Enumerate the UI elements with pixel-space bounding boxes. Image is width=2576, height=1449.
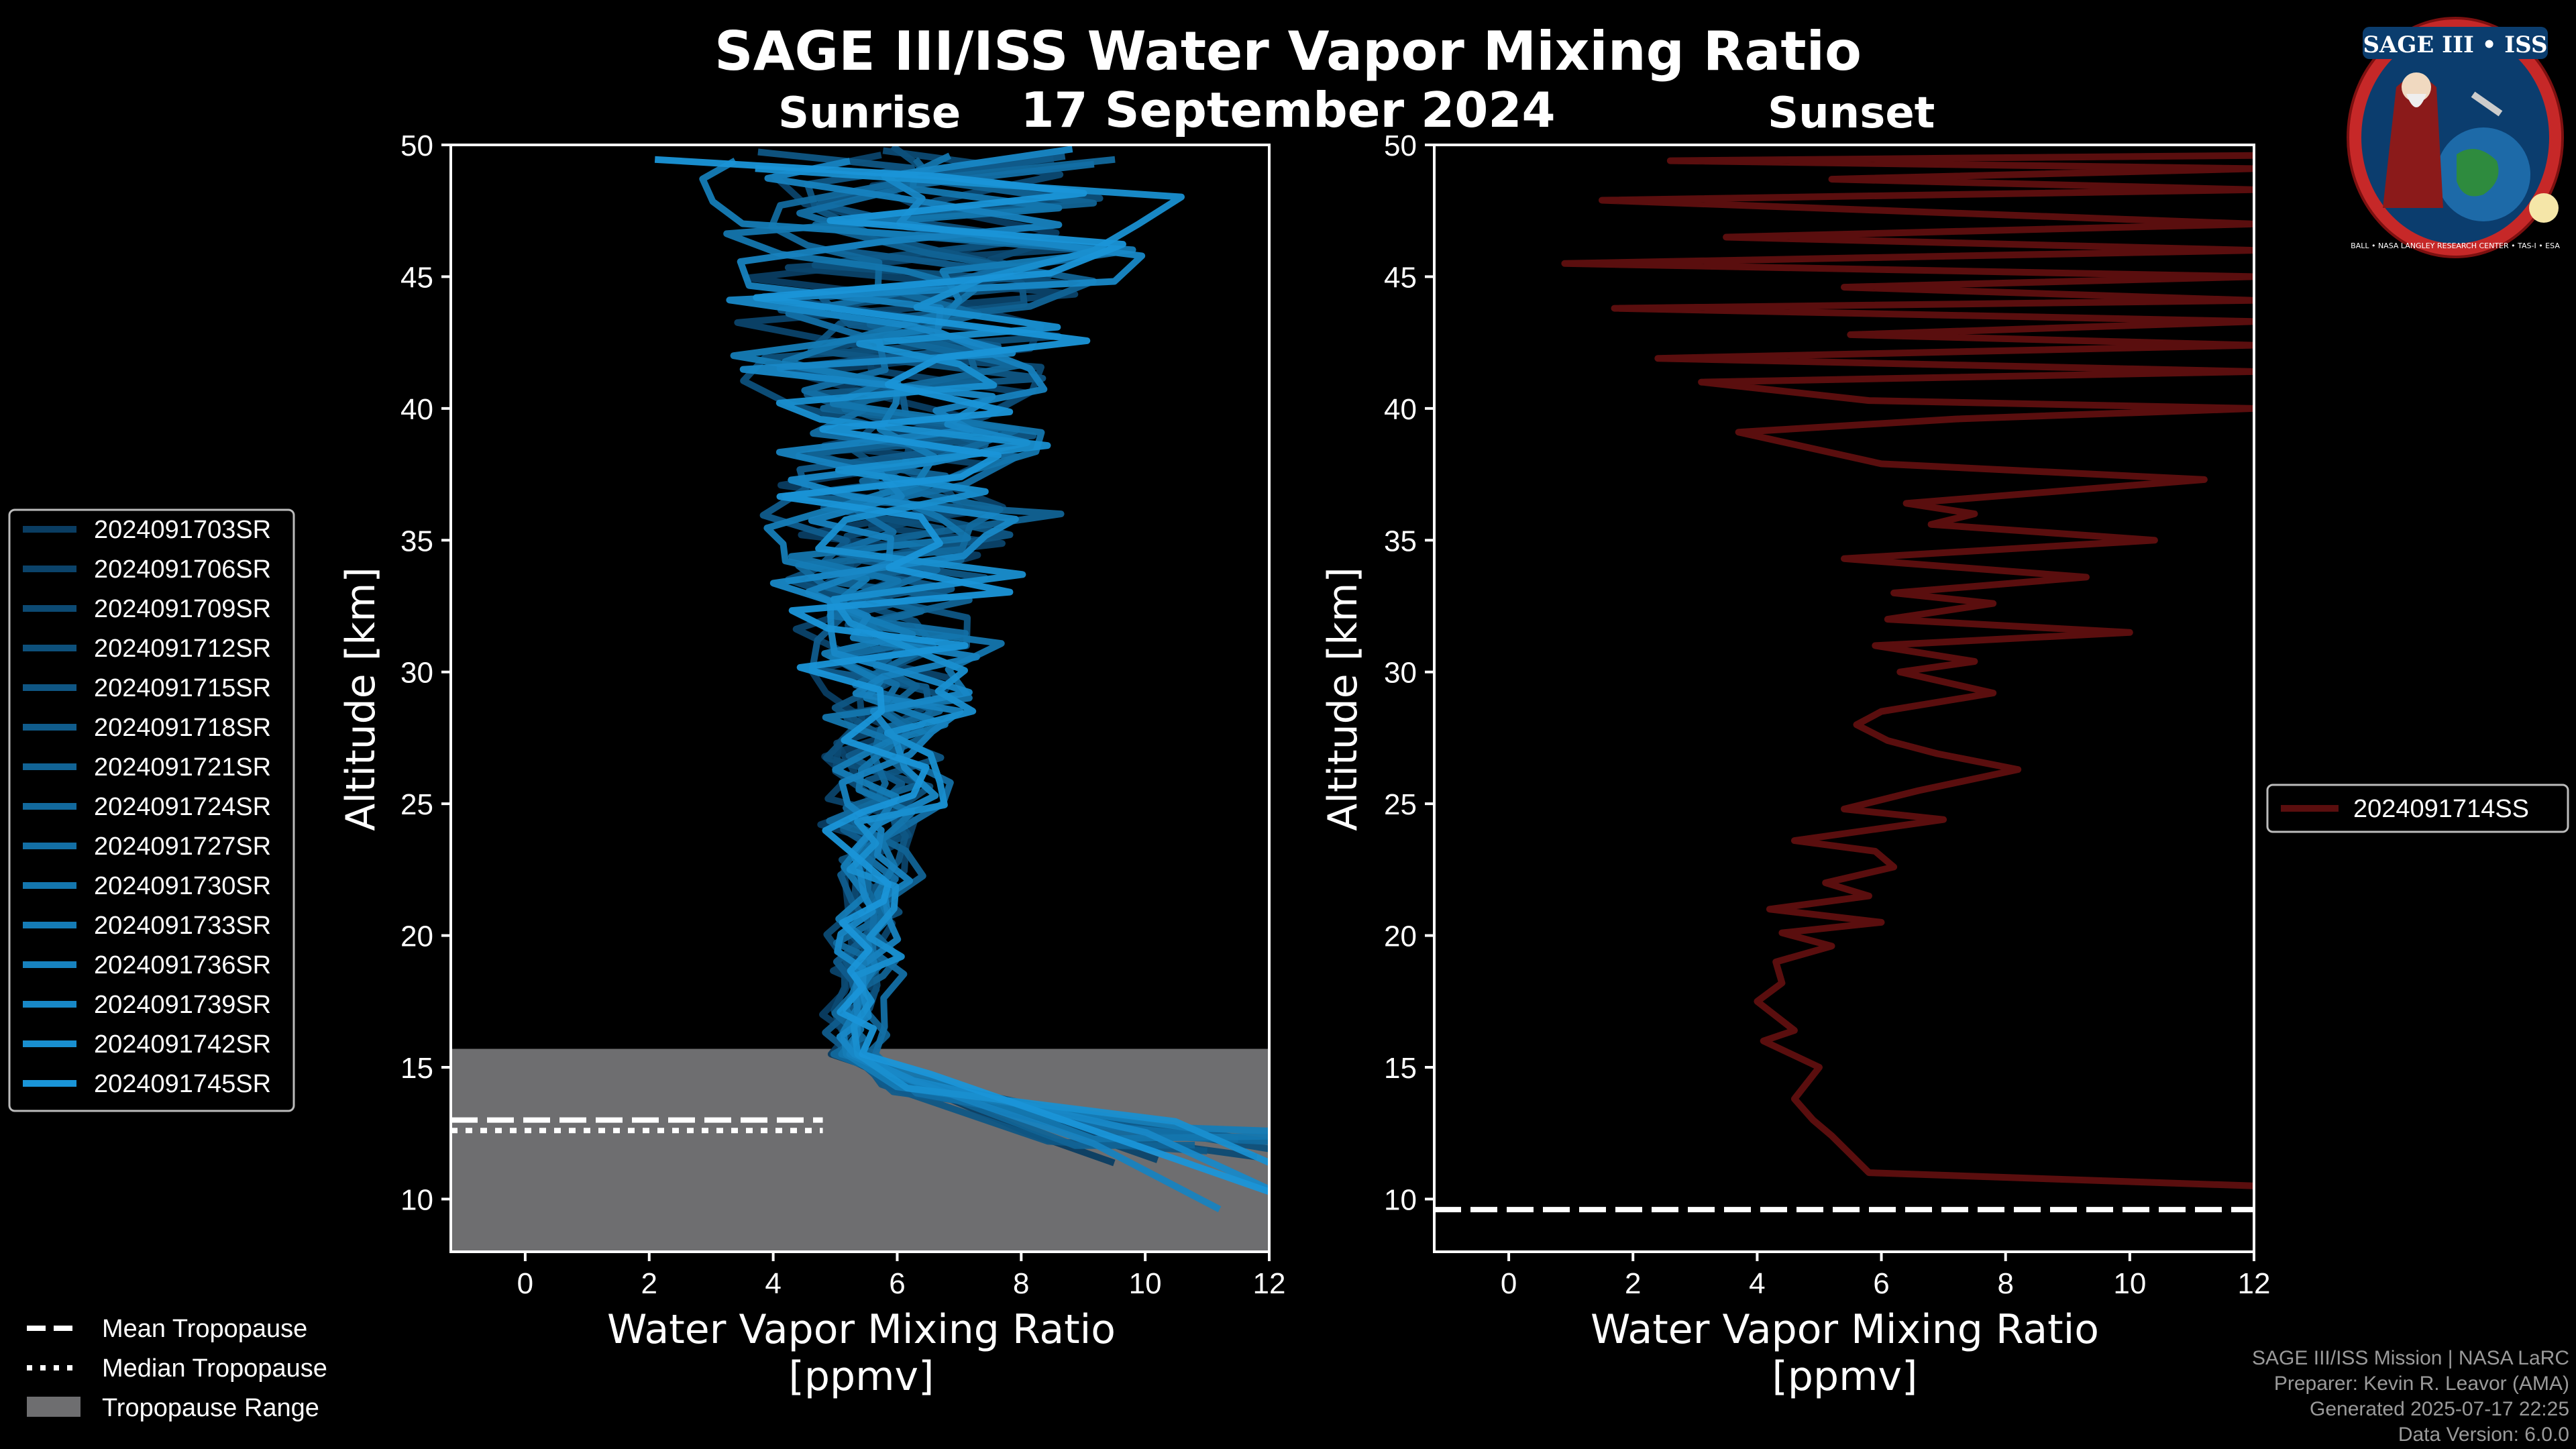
- y-tick-label: 50: [1384, 129, 1417, 162]
- credit-generated: Generated 2025-07-17 22:25: [2310, 1398, 2569, 1420]
- mean-tropopause-label: Mean Tropopause: [102, 1315, 307, 1343]
- sunrise-legend: 2024091703SR 2024091706SR 2024091709SR 2024…: [8, 508, 295, 1112]
- sunrise-legend-label: 2024091718SR: [94, 714, 271, 742]
- x-tick-label: 4: [1749, 1267, 1765, 1300]
- sunrise-legend-label: 2024091715SR: [94, 674, 271, 702]
- x-tick-label: 10: [1129, 1267, 1162, 1300]
- x-tick-label: 2: [641, 1267, 657, 1300]
- x-tick-label: 0: [1501, 1267, 1517, 1300]
- sunrise-profile-line-2024091706SR: [734, 152, 1159, 1163]
- sunrise-y-ticks: 10 15 20 25 30 35 40 45 50: [400, 129, 451, 1216]
- sunrise-legend-label: 2024091706SR: [94, 555, 271, 584]
- sunrise-legend-label: 2024091709SR: [94, 595, 271, 623]
- sunset-label: Sunset: [1768, 89, 1935, 138]
- sunrise-x-axis-unit: [ppmv]: [789, 1353, 934, 1400]
- y-tick-label: 40: [1384, 393, 1417, 426]
- sunrise-legend-label: 2024091745SR: [94, 1070, 271, 1098]
- credit-preparer: Preparer: Kevin R. Leavor (AMA): [2273, 1373, 2569, 1395]
- sunset-profile-line-2024091714SS: [1561, 152, 2254, 1189]
- sunrise-legend-label: 2024091724SR: [94, 793, 271, 821]
- y-tick-label: 10: [400, 1183, 433, 1216]
- sunset-panel: 10 15 20 25 30 35 40 45 50 0 2 4 6 8 10 12 Water Vapor…: [1320, 129, 2270, 1400]
- x-tick-label: 6: [1873, 1267, 1889, 1300]
- sunset-y-axis-label: Altitude [km]: [1320, 567, 1366, 831]
- sunrise-plot-frame: [449, 144, 1271, 1253]
- sunrise-legend-label: 2024091736SR: [94, 951, 271, 979]
- sunset-plot-frame: [1433, 144, 2255, 1253]
- x-tick-label: 0: [517, 1267, 533, 1300]
- x-tick-label: 12: [2238, 1267, 2271, 1300]
- sunrise-legend-label: 2024091721SR: [94, 753, 271, 782]
- sunset-legend: 2024091714SS: [2266, 784, 2569, 833]
- sunrise-y-axis-label: Altitude [km]: [337, 567, 384, 831]
- y-tick-label: 45: [1384, 261, 1417, 294]
- sunrise-profile-line-2024091718SR: [759, 152, 1269, 1145]
- sunrise-label: Sunrise: [778, 89, 961, 138]
- tropopause-range-label: Tropopause Range: [102, 1394, 319, 1422]
- sunrise-profile-line-2024091745SR: [654, 156, 1269, 1195]
- sunrise-legend-label: 2024091703SR: [94, 516, 271, 544]
- sunrise-legend-label: 2024091733SR: [94, 912, 271, 940]
- tropopause-legend: Mean Tropopause Median Tropopause Tropop…: [27, 1315, 327, 1422]
- sunrise-profile-line-2024091742SR: [755, 165, 1269, 1167]
- x-tick-label: 8: [1997, 1267, 2013, 1300]
- y-tick-label: 20: [1384, 920, 1417, 953]
- y-tick-label: 30: [400, 657, 433, 690]
- y-tick-label: 30: [1384, 657, 1417, 690]
- y-tick-label: 10: [1384, 1183, 1417, 1216]
- y-tick-label: 25: [1384, 788, 1417, 821]
- sage-iii-iss-mission-patch: SAGE III • ISS BALL • NASA LANGLEY RESEA…: [2347, 17, 2564, 258]
- sunset-legend-label: 2024091714SS: [2353, 795, 2529, 823]
- logo-text: SAGE III • ISS: [2363, 32, 2547, 58]
- x-tick-label: 10: [2113, 1267, 2146, 1300]
- sunset-y-ticks: 10 15 20 25 30 35 40 45 50: [1384, 129, 1434, 1216]
- credit-mission: SAGE III/ISS Mission | NASA LaRC: [2252, 1347, 2569, 1369]
- sunrise-legend-label: 2024091730SR: [94, 872, 271, 900]
- y-tick-label: 20: [400, 920, 433, 953]
- date-title: 17 September 2024: [1020, 82, 1556, 138]
- y-tick-label: 50: [400, 129, 433, 162]
- chart-title: SAGE III/ISS Water Vapor Mixing Ratio: [714, 20, 1862, 83]
- y-tick-label: 15: [1384, 1052, 1417, 1085]
- sunset-series-group: [1561, 152, 2254, 1189]
- sunset-legend-frame: [2266, 784, 2569, 833]
- x-tick-label: 6: [889, 1267, 905, 1300]
- sunrise-panel: 10 15 20 25 30 35 40 45 50 0 2 4 6 8 10 12 Water Vapor…: [337, 129, 1286, 1400]
- sunrise-legend-label: 2024091712SR: [94, 635, 271, 663]
- logo-ring-text: BALL • NASA LANGLEY RESEARCH CENTER • TA…: [2351, 241, 2560, 250]
- credits-block: SAGE III/ISS Mission | NASA LaRC Prepare…: [2252, 1346, 2569, 1448]
- y-tick-label: 40: [400, 393, 433, 426]
- x-tick-label: 12: [1253, 1267, 1286, 1300]
- y-tick-label: 45: [400, 261, 433, 294]
- median-tropopause-label: Median Tropopause: [102, 1354, 327, 1383]
- sunrise-legend-label: 2024091739SR: [94, 991, 271, 1019]
- x-tick-label: 4: [765, 1267, 781, 1300]
- sunrise-profile-line-2024091736SR: [737, 158, 1222, 1213]
- sunrise-x-axis-label: Water Vapor Mixing Ratio: [607, 1306, 1116, 1353]
- sunrise-profile-line-2024091721SR: [782, 157, 1195, 1149]
- sunset-x-axis-unit: [ppmv]: [1772, 1353, 1918, 1400]
- sunset-x-ticks: 0 2 4 6 8 10 12: [1501, 1252, 2271, 1300]
- y-tick-label: 35: [400, 525, 433, 557]
- sunrise-x-ticks: 0 2 4 6 8 10 12: [517, 1252, 1286, 1300]
- sunrise-legend-label: 2024091727SR: [94, 833, 271, 861]
- sunset-x-axis-label: Water Vapor Mixing Ratio: [1591, 1306, 2099, 1353]
- y-tick-label: 25: [400, 788, 433, 821]
- sunrise-legend-frame: [8, 508, 295, 1112]
- sunrise-legend-label: 2024091742SR: [94, 1030, 271, 1059]
- tropopause-range-swatch: [27, 1397, 80, 1417]
- y-tick-label: 15: [400, 1052, 433, 1085]
- x-tick-label: 2: [1625, 1267, 1641, 1300]
- x-tick-label: 8: [1013, 1267, 1029, 1300]
- y-tick-label: 35: [1384, 525, 1417, 557]
- sunrise-series-group: [654, 145, 1269, 1213]
- credit-data-version: Data Version: 6.0.0: [2398, 1424, 2569, 1446]
